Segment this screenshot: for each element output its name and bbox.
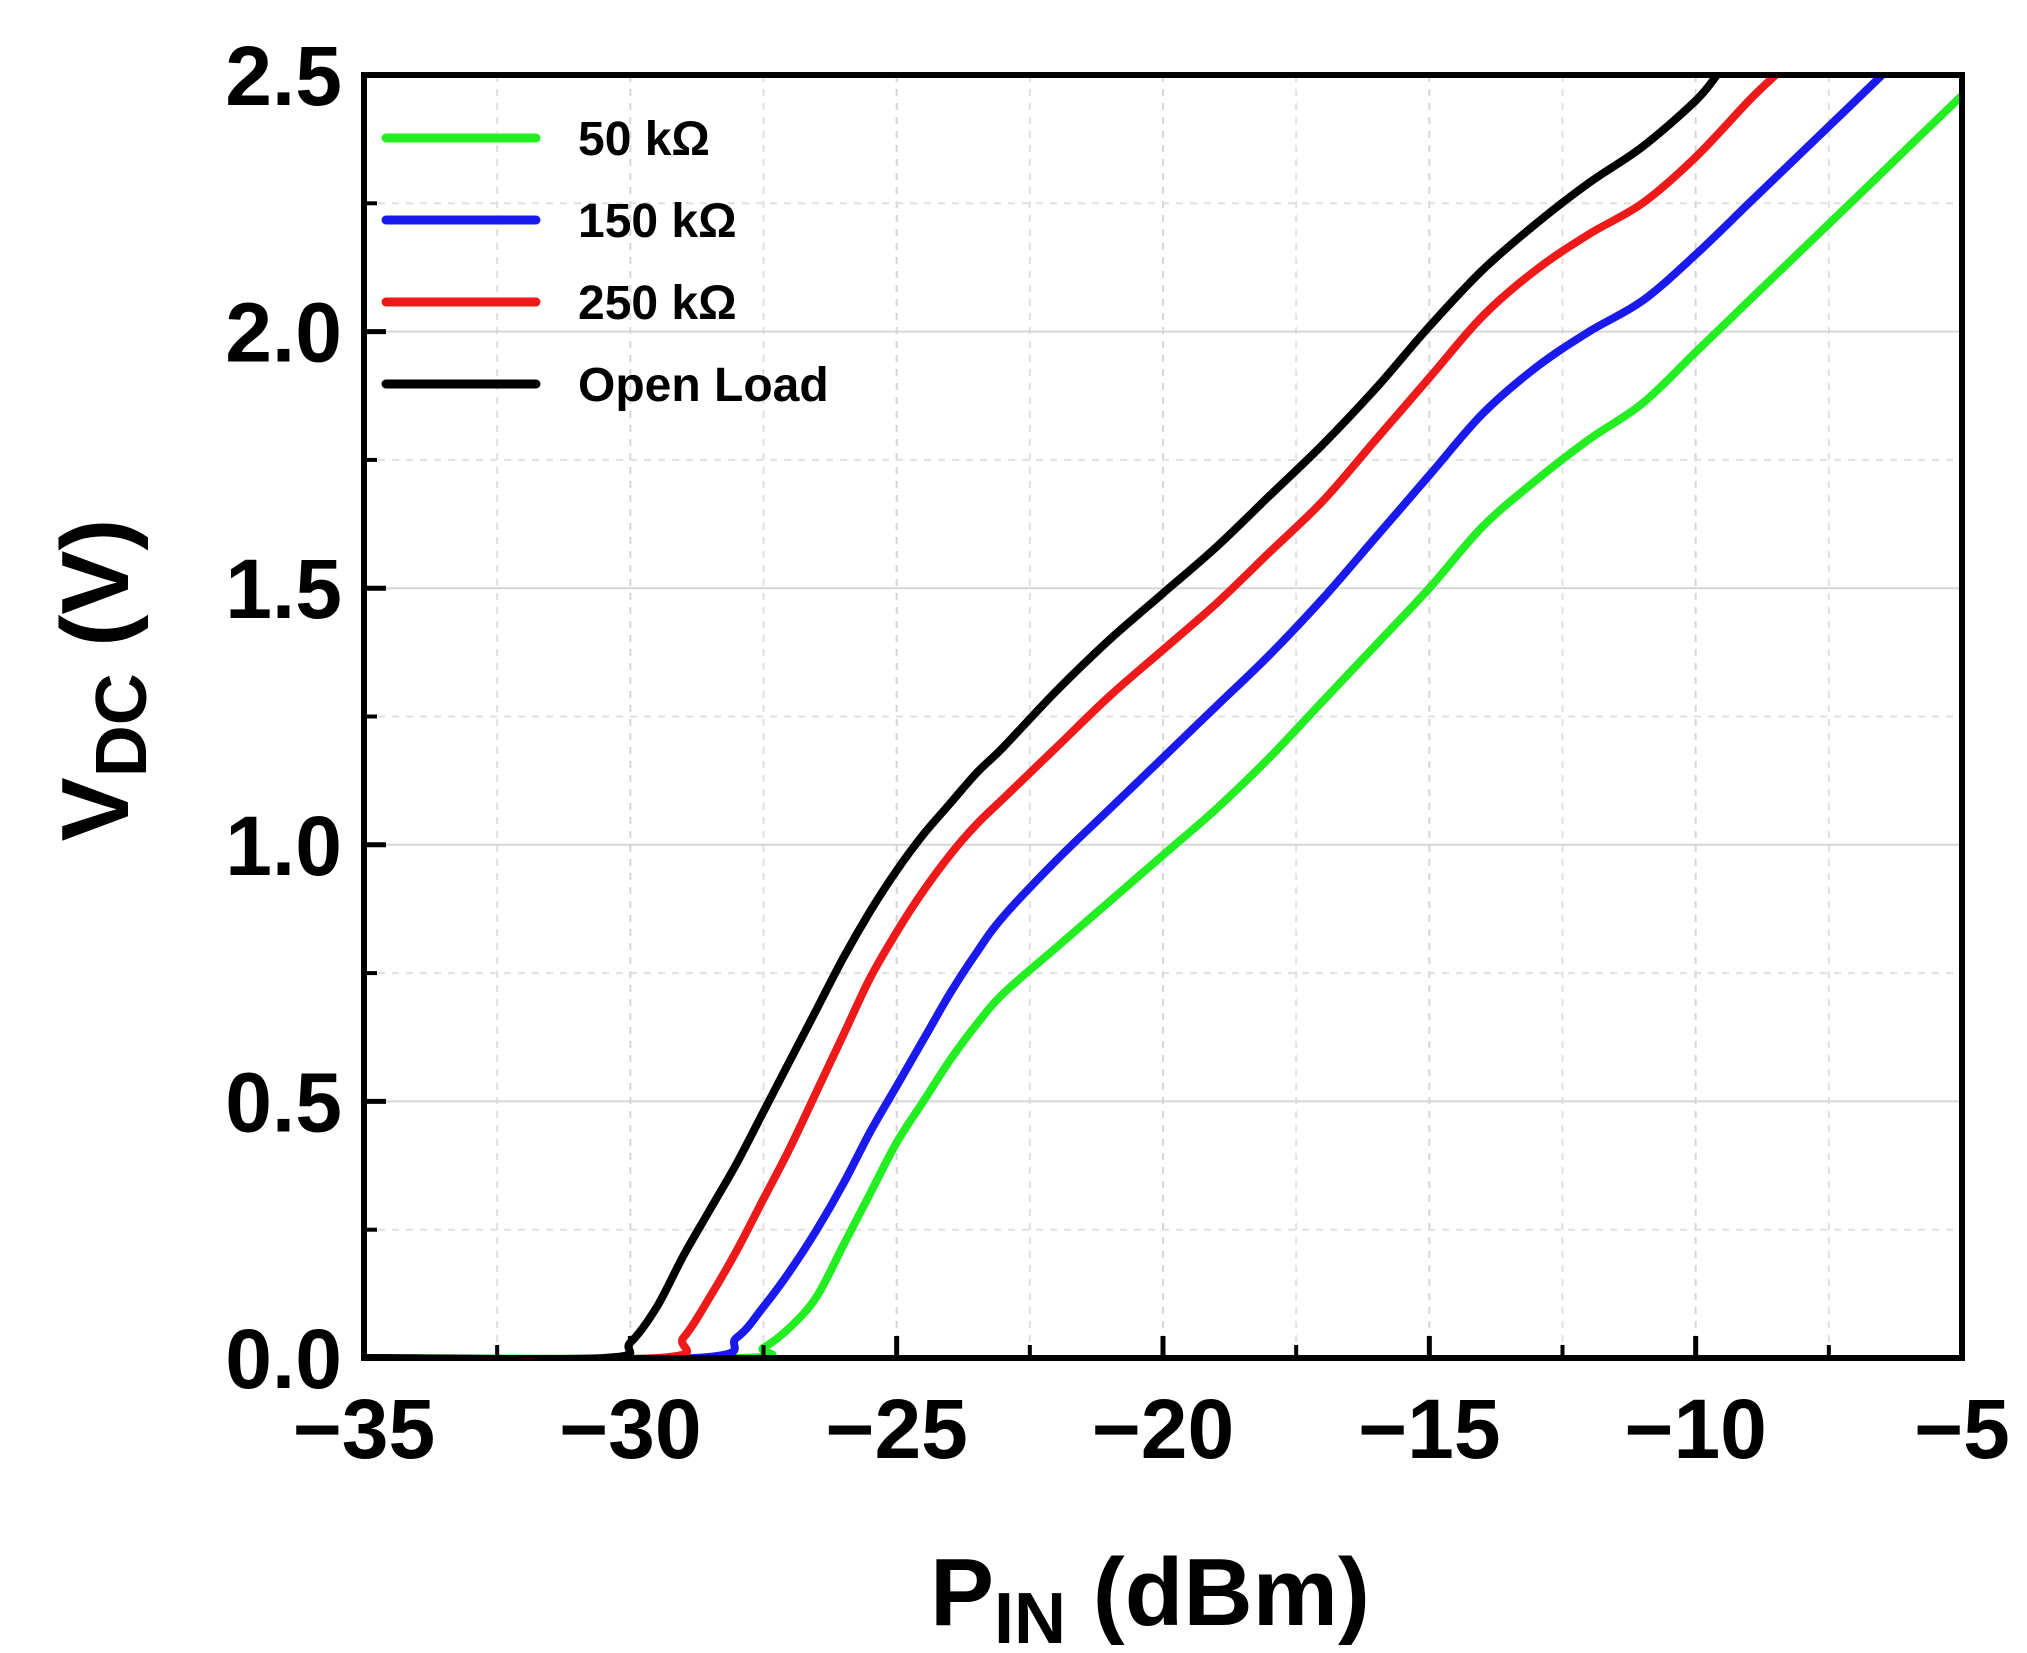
y-tick-label: 2.0 <box>225 286 342 380</box>
y-tick-label: 0.5 <box>225 1055 342 1149</box>
x-tick-label: −20 <box>1092 1382 1235 1476</box>
series-line-150-k <box>364 75 1887 1358</box>
legend-label: 50 kΩ <box>578 113 710 166</box>
axis-ticks: −35 −30 −25 −20 −15 −10 −5 0.0 0.5 1.0 1.5 2.0 2.5 <box>225 29 2010 1476</box>
x-axis-title-main: P <box>930 1539 994 1646</box>
y-axis-title-sub: DC <box>82 673 162 777</box>
x-tick-label: −10 <box>1624 1382 1767 1476</box>
y-axis-title-unit: (V) <box>42 519 149 674</box>
x-axis-title-sub: IN <box>994 1579 1066 1653</box>
x-tick-label: −25 <box>825 1382 968 1476</box>
x-tick-label: −30 <box>559 1382 702 1476</box>
x-tick-label: −35 <box>293 1382 436 1476</box>
x-axis-title-unit: (dBm) <box>1066 1539 1370 1646</box>
x-tick-label: −15 <box>1358 1382 1501 1476</box>
x-tick-label: −5 <box>1914 1382 2010 1476</box>
series-lines <box>364 75 1962 1358</box>
y-tick-label: 0.0 <box>225 1312 342 1406</box>
legend: 50 kΩ 150 kΩ 250 kΩ Open Load <box>381 113 829 412</box>
legend-label: 150 kΩ <box>578 195 737 248</box>
x-axis-title: PIN (dBm) <box>930 1539 1370 1653</box>
y-axis-title: VDC (V) <box>42 519 162 842</box>
series-line-open-load <box>364 75 1721 1358</box>
series-line-250-k <box>364 75 1780 1358</box>
series-line-50-k <box>364 91 1962 1358</box>
legend-label: Open Load <box>578 359 829 412</box>
y-tick-label: 1.5 <box>225 542 342 636</box>
legend-label: 250 kΩ <box>578 277 737 330</box>
grid-lines <box>363 74 1963 1359</box>
y-tick-label: 1.0 <box>225 799 342 893</box>
y-tick-label: 2.5 <box>225 29 342 123</box>
y-axis-title-main: V <box>42 777 149 841</box>
